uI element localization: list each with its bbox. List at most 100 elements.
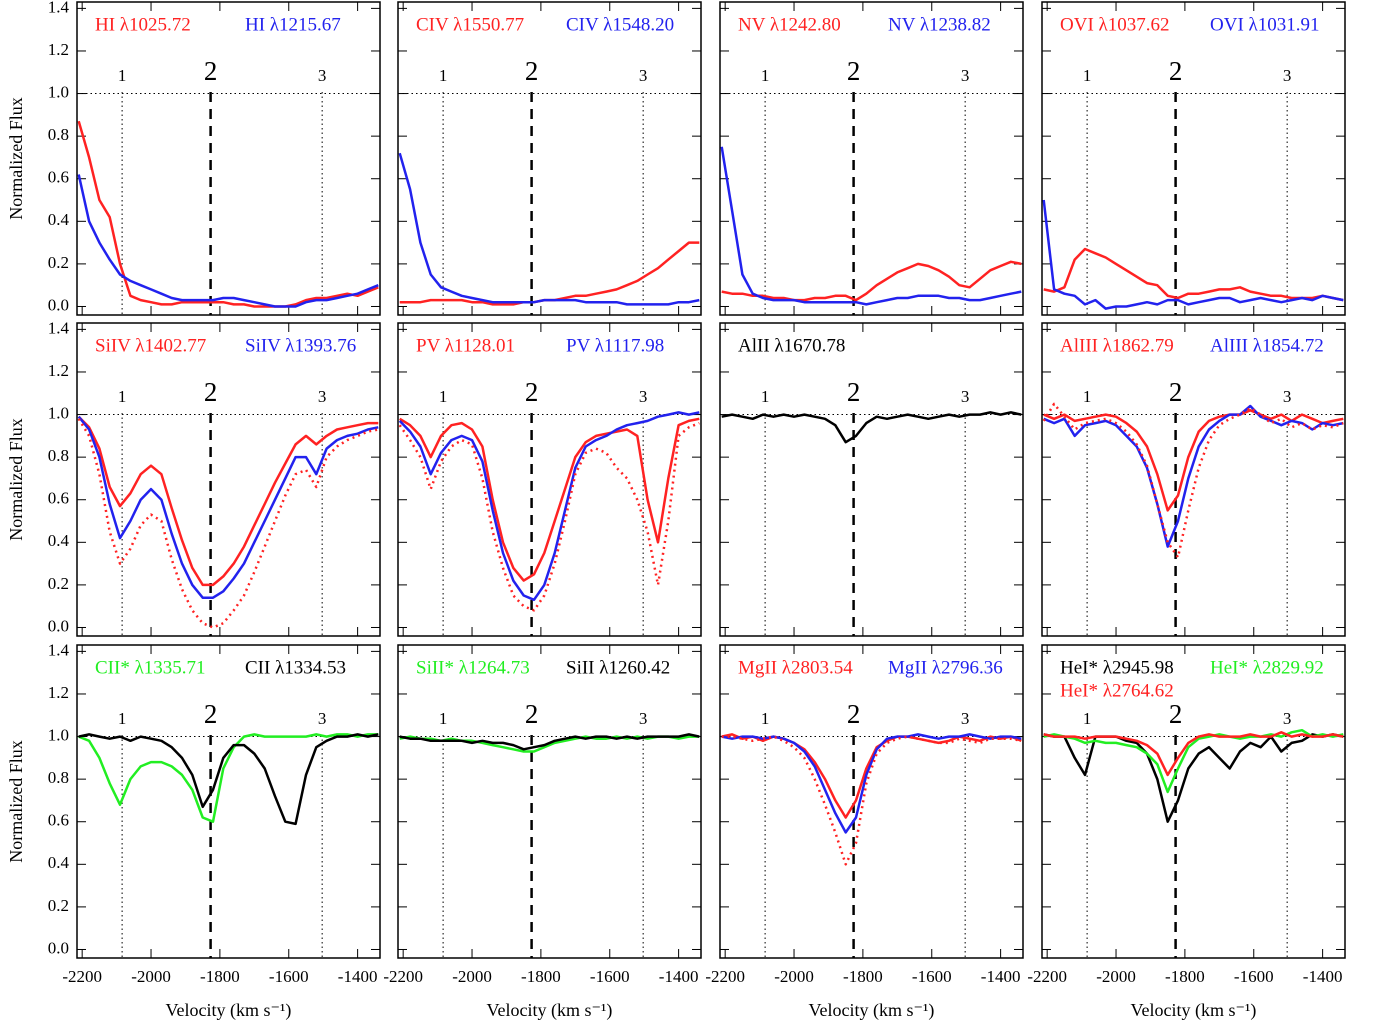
x-tick-label: -1800: [843, 967, 883, 986]
y-tick-label: 1.2: [48, 40, 69, 59]
component-label: 3: [318, 66, 327, 85]
component-label: 1: [439, 387, 448, 406]
legend-label: SiIV λ1402.77: [95, 335, 206, 356]
component-label: 1: [1083, 66, 1092, 85]
component-label: 3: [639, 709, 648, 728]
legend-label: HeI* λ2945.98: [1060, 657, 1174, 678]
x-tick-label: -1400: [981, 967, 1021, 986]
legend-label: HI λ1215.67: [245, 14, 341, 35]
panel-frame: [76, 322, 381, 637]
x-tick-label: -2200: [62, 967, 102, 986]
component-label: 3: [1283, 66, 1292, 85]
legend-label: SiII* λ1264.73: [416, 657, 530, 678]
y-tick-label: 0.0: [48, 938, 69, 957]
legend-label: CIV λ1550.77: [416, 14, 524, 35]
x-tick-label: -1400: [338, 967, 378, 986]
spectrum-line: [1043, 409, 1344, 512]
y-tick-label: 0.8: [48, 768, 69, 787]
y-tick-label: 1.2: [48, 361, 69, 380]
y-tick-label: 0.6: [48, 811, 69, 830]
panel-frame: [719, 644, 1024, 959]
panel-frame: [76, 644, 381, 959]
y-axis-label: Normalized Flux: [6, 418, 26, 540]
panel-frame: [1041, 322, 1346, 637]
spectrum-line: [1043, 404, 1344, 548]
component-label: 1: [439, 709, 448, 728]
component-label: 1: [118, 66, 127, 85]
legend-label: PV λ1117.98: [566, 335, 664, 356]
spectrum-line: [721, 411, 1022, 444]
x-tick-label: -1800: [521, 967, 561, 986]
spectrum-line: [398, 421, 700, 612]
spectrum-line: [1042, 199, 1344, 310]
component-label: 3: [961, 709, 970, 728]
spectrum-line: [399, 417, 700, 582]
spectrum-line: [721, 733, 1022, 834]
y-tick-label: 0.8: [48, 125, 69, 144]
component-label: 3: [639, 387, 648, 406]
legend-label: NV λ1238.82: [888, 14, 991, 35]
y-tick-label: 0.4: [48, 210, 70, 229]
component-label: 3: [318, 709, 327, 728]
spectrum-line: [1043, 247, 1344, 302]
component-label: 2: [525, 377, 539, 407]
panel-frame: [76, 1, 381, 316]
component-label: 1: [761, 709, 770, 728]
spectrum-line: [399, 735, 700, 753]
legend-label: MgII λ2803.54: [738, 657, 853, 678]
x-axis-label: Velocity (km s⁻¹): [487, 1000, 613, 1021]
x-tick-label: -2000: [452, 967, 492, 986]
legend-label: MgII λ2796.36: [888, 657, 1003, 678]
x-axis-label: Velocity (km s⁻¹): [166, 1000, 292, 1021]
legend-label: AlIII λ1854.72: [1210, 335, 1324, 356]
y-tick-label: 1.4: [48, 0, 70, 16]
x-tick-label: -1600: [912, 967, 952, 986]
y-axis-label: Normalized Flux: [6, 740, 26, 862]
y-tick-label: 0.2: [48, 253, 69, 272]
spectrum-line: [78, 733, 379, 826]
component-label: 2: [847, 377, 861, 407]
legend-label: HeI* λ2764.62: [1060, 680, 1174, 701]
spectrum-line: [721, 733, 1022, 819]
x-tick-label: -1400: [659, 967, 699, 986]
spectrum-line: [1043, 731, 1344, 777]
y-tick-label: 0.8: [48, 446, 69, 465]
y-tick-label: 0.4: [48, 853, 70, 872]
component-label: 2: [525, 699, 539, 729]
spectrum-line: [77, 418, 379, 629]
panel-frame: [397, 1, 702, 316]
legend-label: HI λ1025.72: [95, 14, 191, 35]
x-tick-label: -1600: [269, 967, 309, 986]
component-label: 3: [961, 387, 970, 406]
y-tick-label: 1.4: [48, 318, 70, 337]
component-label: 1: [1083, 387, 1092, 406]
component-label: 2: [847, 699, 861, 729]
legend-label: AlII λ1670.78: [738, 335, 845, 356]
y-tick-label: 1.0: [48, 82, 69, 101]
y-tick-label: 0.0: [48, 295, 69, 314]
legend-label: CIV λ1548.20: [566, 14, 674, 35]
y-tick-label: 1.2: [48, 683, 69, 702]
spectrum-line: [1043, 733, 1344, 823]
spectrum-line: [77, 415, 379, 587]
x-tick-label: -2000: [131, 967, 171, 986]
y-tick-label: 0.6: [48, 489, 69, 508]
spectrum-line: [77, 120, 379, 308]
legend-label: PV λ1128.01: [416, 335, 515, 356]
x-tick-label: -1600: [590, 967, 630, 986]
component-label: 1: [761, 66, 770, 85]
x-tick-label: -2200: [705, 967, 745, 986]
component-label: 2: [204, 377, 218, 407]
component-label: 3: [1283, 387, 1292, 406]
legend-label: CII* λ1335.71: [95, 657, 206, 678]
component-label: 1: [761, 387, 770, 406]
spectrum-line: [399, 733, 700, 751]
x-tick-label: -1600: [1234, 967, 1274, 986]
component-label: 2: [1169, 699, 1183, 729]
component-label: 1: [118, 387, 127, 406]
y-tick-label: 0.4: [48, 531, 70, 550]
legend-label: HeI* λ2829.92: [1210, 657, 1324, 678]
y-axis-label: Normalized Flux: [6, 97, 26, 219]
